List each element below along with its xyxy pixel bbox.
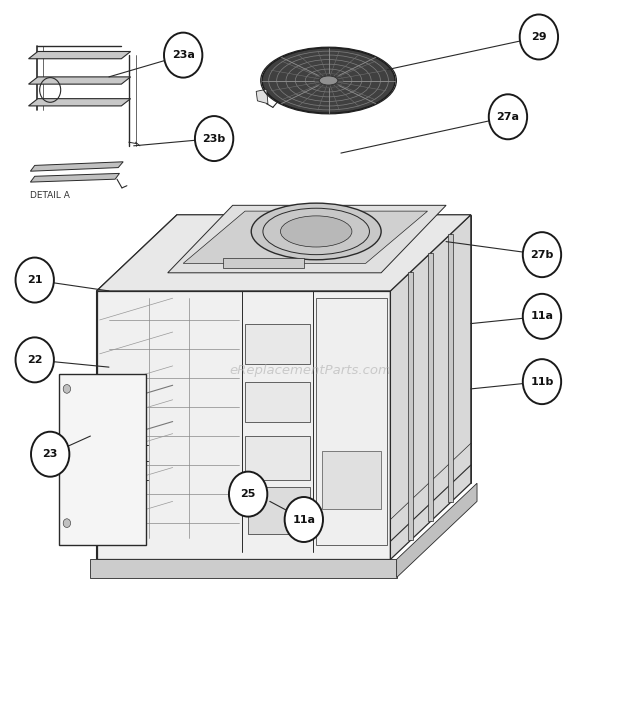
- Polygon shape: [245, 324, 310, 364]
- Polygon shape: [30, 174, 120, 182]
- Polygon shape: [97, 214, 177, 559]
- Ellipse shape: [319, 76, 338, 85]
- Circle shape: [523, 359, 561, 404]
- Text: 25: 25: [241, 489, 256, 499]
- Text: DETAIL A: DETAIL A: [30, 190, 70, 200]
- Polygon shape: [245, 382, 310, 422]
- Polygon shape: [60, 374, 146, 545]
- Ellipse shape: [251, 203, 381, 260]
- Polygon shape: [256, 89, 268, 104]
- Polygon shape: [248, 487, 310, 534]
- Polygon shape: [97, 214, 471, 291]
- Text: 29: 29: [531, 32, 547, 42]
- Ellipse shape: [280, 216, 352, 247]
- Circle shape: [489, 95, 527, 140]
- Text: 11a: 11a: [531, 311, 554, 321]
- Text: 27a: 27a: [497, 112, 520, 122]
- Circle shape: [523, 294, 561, 339]
- Ellipse shape: [262, 48, 395, 113]
- Circle shape: [16, 337, 54, 382]
- Text: 27b: 27b: [530, 249, 554, 260]
- Polygon shape: [168, 205, 446, 273]
- Polygon shape: [29, 99, 131, 106]
- Polygon shape: [97, 291, 391, 559]
- Text: 23: 23: [43, 449, 58, 459]
- Text: 21: 21: [27, 275, 42, 285]
- Polygon shape: [91, 559, 397, 577]
- Circle shape: [285, 497, 323, 542]
- Circle shape: [523, 232, 561, 277]
- Polygon shape: [183, 211, 428, 263]
- Polygon shape: [408, 272, 413, 540]
- Polygon shape: [223, 258, 304, 268]
- Polygon shape: [316, 298, 388, 545]
- Circle shape: [63, 385, 71, 393]
- Circle shape: [229, 472, 267, 517]
- Text: 11b: 11b: [530, 377, 554, 387]
- Polygon shape: [29, 52, 131, 59]
- Polygon shape: [428, 253, 433, 521]
- Text: 23a: 23a: [172, 50, 195, 60]
- Circle shape: [164, 33, 202, 78]
- Text: 23b: 23b: [203, 134, 226, 143]
- Circle shape: [195, 116, 233, 161]
- Text: eReplacementParts.com: eReplacementParts.com: [229, 364, 391, 377]
- Polygon shape: [29, 77, 131, 84]
- Polygon shape: [30, 162, 123, 172]
- Polygon shape: [245, 436, 310, 480]
- Polygon shape: [397, 483, 477, 577]
- Polygon shape: [448, 234, 453, 502]
- Text: 22: 22: [27, 355, 42, 365]
- Polygon shape: [391, 214, 471, 559]
- Circle shape: [520, 15, 558, 60]
- Circle shape: [63, 519, 71, 528]
- Text: 11a: 11a: [292, 515, 316, 524]
- Polygon shape: [322, 451, 381, 509]
- Circle shape: [16, 257, 54, 302]
- Circle shape: [31, 432, 69, 477]
